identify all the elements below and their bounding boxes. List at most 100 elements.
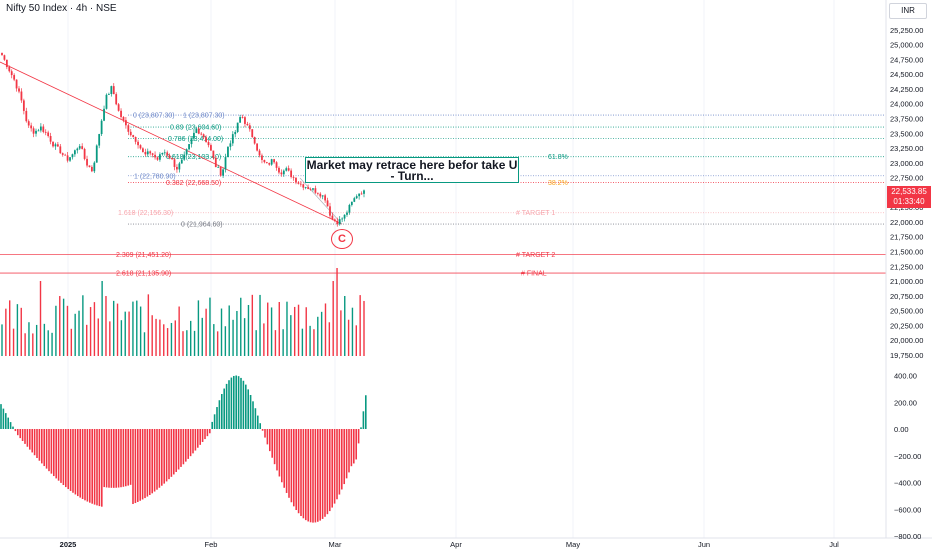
volume-bar xyxy=(35,324,38,356)
oscillator-bar xyxy=(309,429,312,523)
bar-countdown: 01:33:40 xyxy=(893,197,925,206)
candle-body xyxy=(336,220,339,225)
oscillator-bar xyxy=(259,423,261,429)
oscillator-bar xyxy=(242,380,245,429)
volume-bar xyxy=(205,308,207,356)
candle-body xyxy=(256,143,259,151)
oscillator-bar xyxy=(65,429,67,488)
candle-body xyxy=(343,214,346,219)
oscillator-bar xyxy=(345,429,348,479)
oscillator-bar xyxy=(218,400,221,429)
candle-body xyxy=(54,144,57,147)
wave-label-c[interactable]: C xyxy=(331,229,353,249)
candle-body xyxy=(90,166,93,172)
oscillator-bar xyxy=(2,408,5,429)
candle-body xyxy=(307,187,310,189)
oscillator-bar xyxy=(60,429,62,483)
candle-body xyxy=(132,135,135,137)
currency-badge[interactable]: INR xyxy=(889,3,927,19)
oscillator-bar xyxy=(173,429,175,475)
oscillator-bar xyxy=(21,429,24,442)
volume-bar xyxy=(55,305,57,356)
candle-body xyxy=(39,126,42,131)
oscillator-bar xyxy=(69,429,72,491)
candle-body xyxy=(134,136,137,142)
oscillator-bar xyxy=(96,429,98,506)
volume-bars xyxy=(1,268,365,356)
candle-body xyxy=(333,219,336,221)
annotation-box[interactable]: Market may retrace here befor take U - T… xyxy=(305,157,519,183)
oscillator-bar xyxy=(353,429,355,464)
oscillator-bar xyxy=(48,429,50,472)
candle-body xyxy=(219,167,222,176)
candle-body xyxy=(61,153,64,155)
candle-body xyxy=(316,192,319,194)
oscillator-bar xyxy=(50,429,53,474)
volume-bar xyxy=(309,325,311,356)
candle-body xyxy=(210,145,212,151)
oscillator-bar xyxy=(317,429,319,522)
candle-body xyxy=(49,136,52,142)
oscillator-bar xyxy=(91,429,93,504)
candles xyxy=(1,52,365,227)
time-label: Feb xyxy=(205,540,218,549)
volume-bar xyxy=(112,300,115,356)
oscillator-bar xyxy=(127,429,129,486)
volume-bar xyxy=(209,297,211,356)
price-tick-label: 22,000.00 xyxy=(890,218,923,227)
osc-tick-label: −200.00 xyxy=(894,452,921,461)
candle-body xyxy=(324,195,327,201)
candle-body xyxy=(188,144,190,150)
volume-bar xyxy=(78,310,80,356)
volume-bar xyxy=(9,300,11,356)
candle-body xyxy=(103,108,105,121)
candle-body xyxy=(329,206,331,216)
candle-body xyxy=(120,110,122,117)
candle-body xyxy=(261,155,263,160)
candle-body xyxy=(309,188,312,190)
candle-body xyxy=(312,188,314,190)
oscillator-bar xyxy=(249,394,252,429)
oscillator-bar xyxy=(365,395,367,429)
volume-bar xyxy=(301,328,304,356)
fib-right-label: # TARGET 1 xyxy=(516,210,555,217)
candle-body xyxy=(346,212,348,215)
oscillator-bar xyxy=(41,429,43,464)
oscillator-bar xyxy=(319,429,321,521)
oscillator-bar xyxy=(36,429,38,458)
candle-body xyxy=(248,125,251,130)
candle-body xyxy=(195,128,198,133)
candle-body xyxy=(265,162,268,164)
oscillator-bar xyxy=(213,414,216,429)
time-label: Apr xyxy=(450,540,462,549)
price-tick-label: 24,750.00 xyxy=(890,55,923,64)
volume-bar xyxy=(236,310,238,356)
candle-body xyxy=(117,104,120,111)
fib-label: 0.618 (23,103.40) xyxy=(166,154,221,161)
oscillator-bar xyxy=(247,389,249,429)
volume-bar xyxy=(89,307,92,356)
oscillator-bar xyxy=(55,429,57,479)
oscillator-bar xyxy=(245,384,247,429)
oscillator-bar xyxy=(254,408,257,429)
oscillator-bar xyxy=(19,429,21,439)
candle-body xyxy=(202,134,205,138)
oscillator-bar xyxy=(192,429,194,454)
candle-body xyxy=(180,159,183,164)
price-tick-label: 23,500.00 xyxy=(890,129,923,138)
oscillator-bar xyxy=(149,429,151,496)
osc-tick-label: 200.00 xyxy=(894,398,917,407)
candle-body xyxy=(246,123,249,126)
candle-body xyxy=(27,121,30,126)
candle-body xyxy=(30,125,33,129)
oscillator-bar xyxy=(31,429,33,453)
candle-body xyxy=(18,88,20,92)
oscillator-bar xyxy=(204,429,206,440)
price-tick-label: 21,750.00 xyxy=(890,233,923,242)
volume-bar xyxy=(59,296,61,356)
symbol-title[interactable]: Nifty 50 Index · 4h · NSE xyxy=(6,3,117,14)
oscillator-bar xyxy=(122,429,125,487)
volume-bar xyxy=(267,302,269,356)
volume-bar xyxy=(86,324,88,356)
